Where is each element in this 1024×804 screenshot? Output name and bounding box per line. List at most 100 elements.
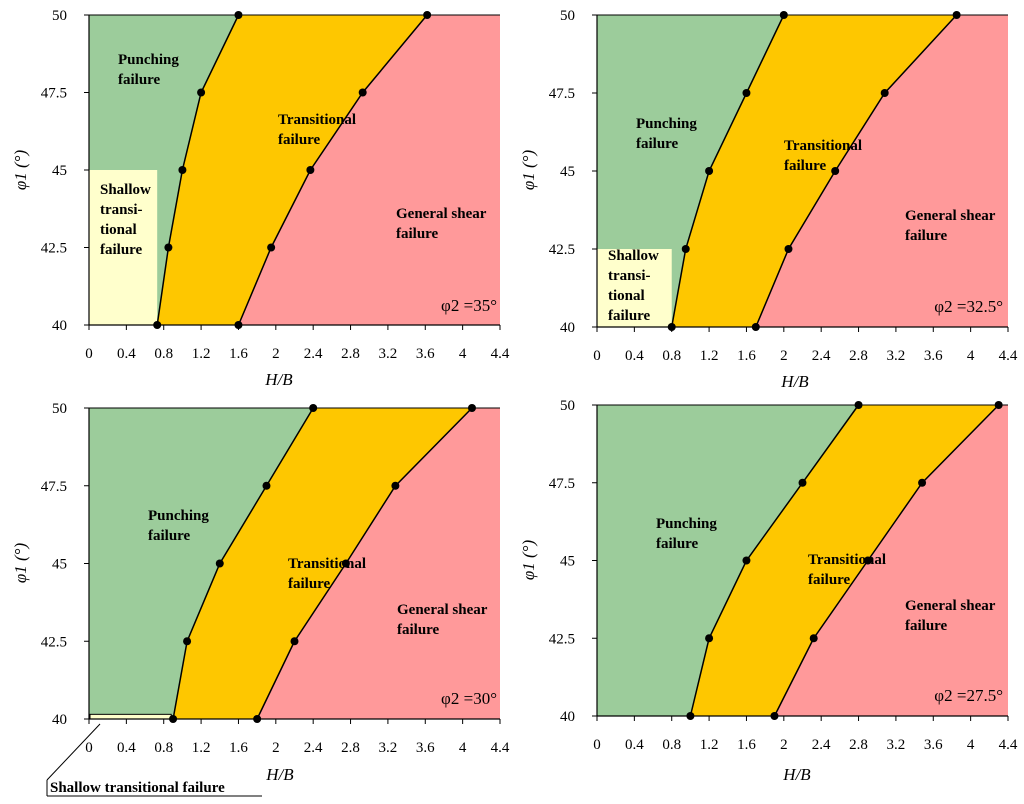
x-tick-label: 4 [459, 346, 467, 362]
transitional-failure-label: Transitional failure [784, 138, 862, 174]
x-tick-label: 1.2 [192, 740, 211, 756]
general-shear-failure-label: General shear failure [396, 206, 487, 242]
general-boundary-point-2 [306, 166, 315, 174]
general-boundary-point-0 [751, 323, 760, 331]
general-boundary-point-1 [290, 637, 299, 646]
transitional-failure-label-line: failure [288, 576, 331, 592]
x-tick-label: 1.2 [192, 346, 211, 362]
x-axis-label: H/B [264, 370, 293, 389]
x-tick-label: 0.4 [117, 740, 136, 756]
y-tick-label: 50 [560, 398, 575, 414]
punching-failure-label: Punching failure [636, 116, 697, 152]
x-tick-label: 2.4 [812, 348, 831, 364]
y-tick-label: 45 [52, 163, 67, 179]
general-boundary-point-2 [341, 559, 350, 568]
chart-panel-2: 40 42.5 45 47.5 50 0 0.4 0.8 1.2 1.6 2 2.4 2.8 3.2 3.6… [519, 8, 1018, 391]
x-tick-label: 3.6 [416, 740, 435, 756]
transitional-failure-label-line: failure [278, 132, 321, 148]
general-boundary-point-3 [391, 481, 400, 490]
x-tick-label: 4.4 [491, 346, 510, 362]
punching-region [89, 408, 314, 719]
x-tick-label: 3.2 [379, 346, 398, 362]
shallow-transitional-label: Shallow transi-tional failure [608, 248, 659, 324]
y-tick-label: 47.5 [41, 479, 67, 495]
shallow-transitional-label-line: failure [100, 242, 143, 258]
punching-boundary-point-1 [681, 245, 690, 253]
transitional-failure-label-line: Transitional [288, 556, 366, 572]
x-tick-label: 4 [967, 737, 975, 753]
x-tick-label: 0.8 [154, 740, 173, 756]
x-tick-label: 0 [85, 740, 93, 756]
general-shear-failure-label: General shear failure [905, 208, 996, 244]
x-tick-label: 0 [593, 737, 601, 753]
punching-failure-label-line: failure [148, 528, 191, 544]
punching-boundary-point-1 [164, 243, 173, 252]
shallow-transitional-callout-label: Shallow transitional failure [50, 780, 225, 796]
punching-boundary-point-2 [215, 559, 224, 568]
punching-boundary-point-3 [197, 88, 206, 97]
general-shear-failure-label-line: failure [905, 618, 948, 634]
punching-boundary-point-3 [798, 478, 807, 487]
x-tick-label: 0.4 [625, 348, 644, 364]
general-boundary-point-3 [880, 89, 889, 97]
x-tick-label: 0.8 [154, 346, 173, 362]
x-tick-label: 0.4 [625, 737, 644, 753]
punching-boundary-point-1 [183, 637, 192, 646]
x-tick-label: 2.4 [304, 740, 323, 756]
x-tick-label: 2.8 [849, 348, 868, 364]
general-boundary-point-4 [952, 11, 961, 19]
general-boundary-point-0 [253, 715, 262, 723]
x-tick-label: 2.4 [812, 737, 831, 753]
shallow-transitional-label-line: tional [608, 288, 645, 304]
callout-leader-line [46, 723, 101, 781]
punching-boundary-point-4 [854, 401, 863, 409]
x-tick-label: 4.4 [491, 740, 510, 756]
transitional-failure-label-line: Transitional [784, 138, 862, 154]
general-shear-failure-label-line: General shear [905, 208, 996, 224]
phi2-annotation: φ2 =35° [441, 296, 497, 315]
x-tick-label: 3.2 [887, 348, 906, 364]
punching-failure-label: Punching failure [656, 516, 717, 552]
punching-failure-label-line: failure [636, 136, 679, 152]
punching-failure-label-line: Punching [148, 508, 209, 524]
shallow-transitional-label-line: Shallow [608, 248, 659, 264]
x-tick-label: 2 [780, 737, 788, 753]
transitional-failure-label-line: failure [784, 158, 827, 174]
x-tick-label: 0 [85, 346, 93, 362]
x-tick-label: 1.6 [737, 737, 756, 753]
punching-boundary-point-2 [742, 556, 751, 565]
general-boundary-point-4 [994, 401, 1003, 409]
general-boundary-point-2 [831, 167, 840, 175]
y-tick-label: 42.5 [549, 631, 575, 647]
y-tick-label: 40 [52, 712, 67, 728]
x-axis-label: H/B [265, 765, 294, 784]
general-boundary-point-1 [267, 243, 276, 252]
x-tick-label: 2 [272, 740, 280, 756]
punching-region [597, 405, 859, 716]
chart-panel-3: 40 42.5 45 47.5 50 0 0.4 0.8 1.2 1.6 2 2.4 2.8 3.2 3.6… [11, 401, 510, 797]
x-axis-label: H/B [782, 765, 811, 784]
shallow-transitional-label: Shallow transi-tional failure [100, 182, 151, 258]
punching-failure-label-line: failure [656, 536, 699, 552]
punching-boundary-point-0 [153, 321, 162, 329]
x-tick-label: 2.8 [341, 346, 360, 362]
general-shear-failure-label-line: General shear [396, 206, 487, 222]
x-tick-label: 2 [272, 346, 280, 362]
punching-failure-label-line: Punching [636, 116, 697, 132]
general-shear-failure-label-line: General shear [905, 598, 996, 614]
shallow-transitional-region [89, 170, 158, 325]
x-tick-label: 1.2 [700, 348, 719, 364]
x-tick-label: 0.4 [117, 346, 136, 362]
punching-boundary-point-1 [705, 634, 714, 643]
x-tick-label: 4 [459, 740, 467, 756]
y-tick-label: 40 [560, 709, 575, 725]
x-tick-label: 4.4 [999, 737, 1018, 753]
y-tick-label: 40 [560, 320, 575, 336]
general-boundary-point-3 [358, 88, 367, 97]
y-tick-label: 45 [560, 554, 575, 570]
x-axis-label: H/B [780, 372, 809, 391]
y-tick-label: 42.5 [41, 634, 67, 650]
transitional-failure-label: Transitional failure [808, 552, 886, 588]
